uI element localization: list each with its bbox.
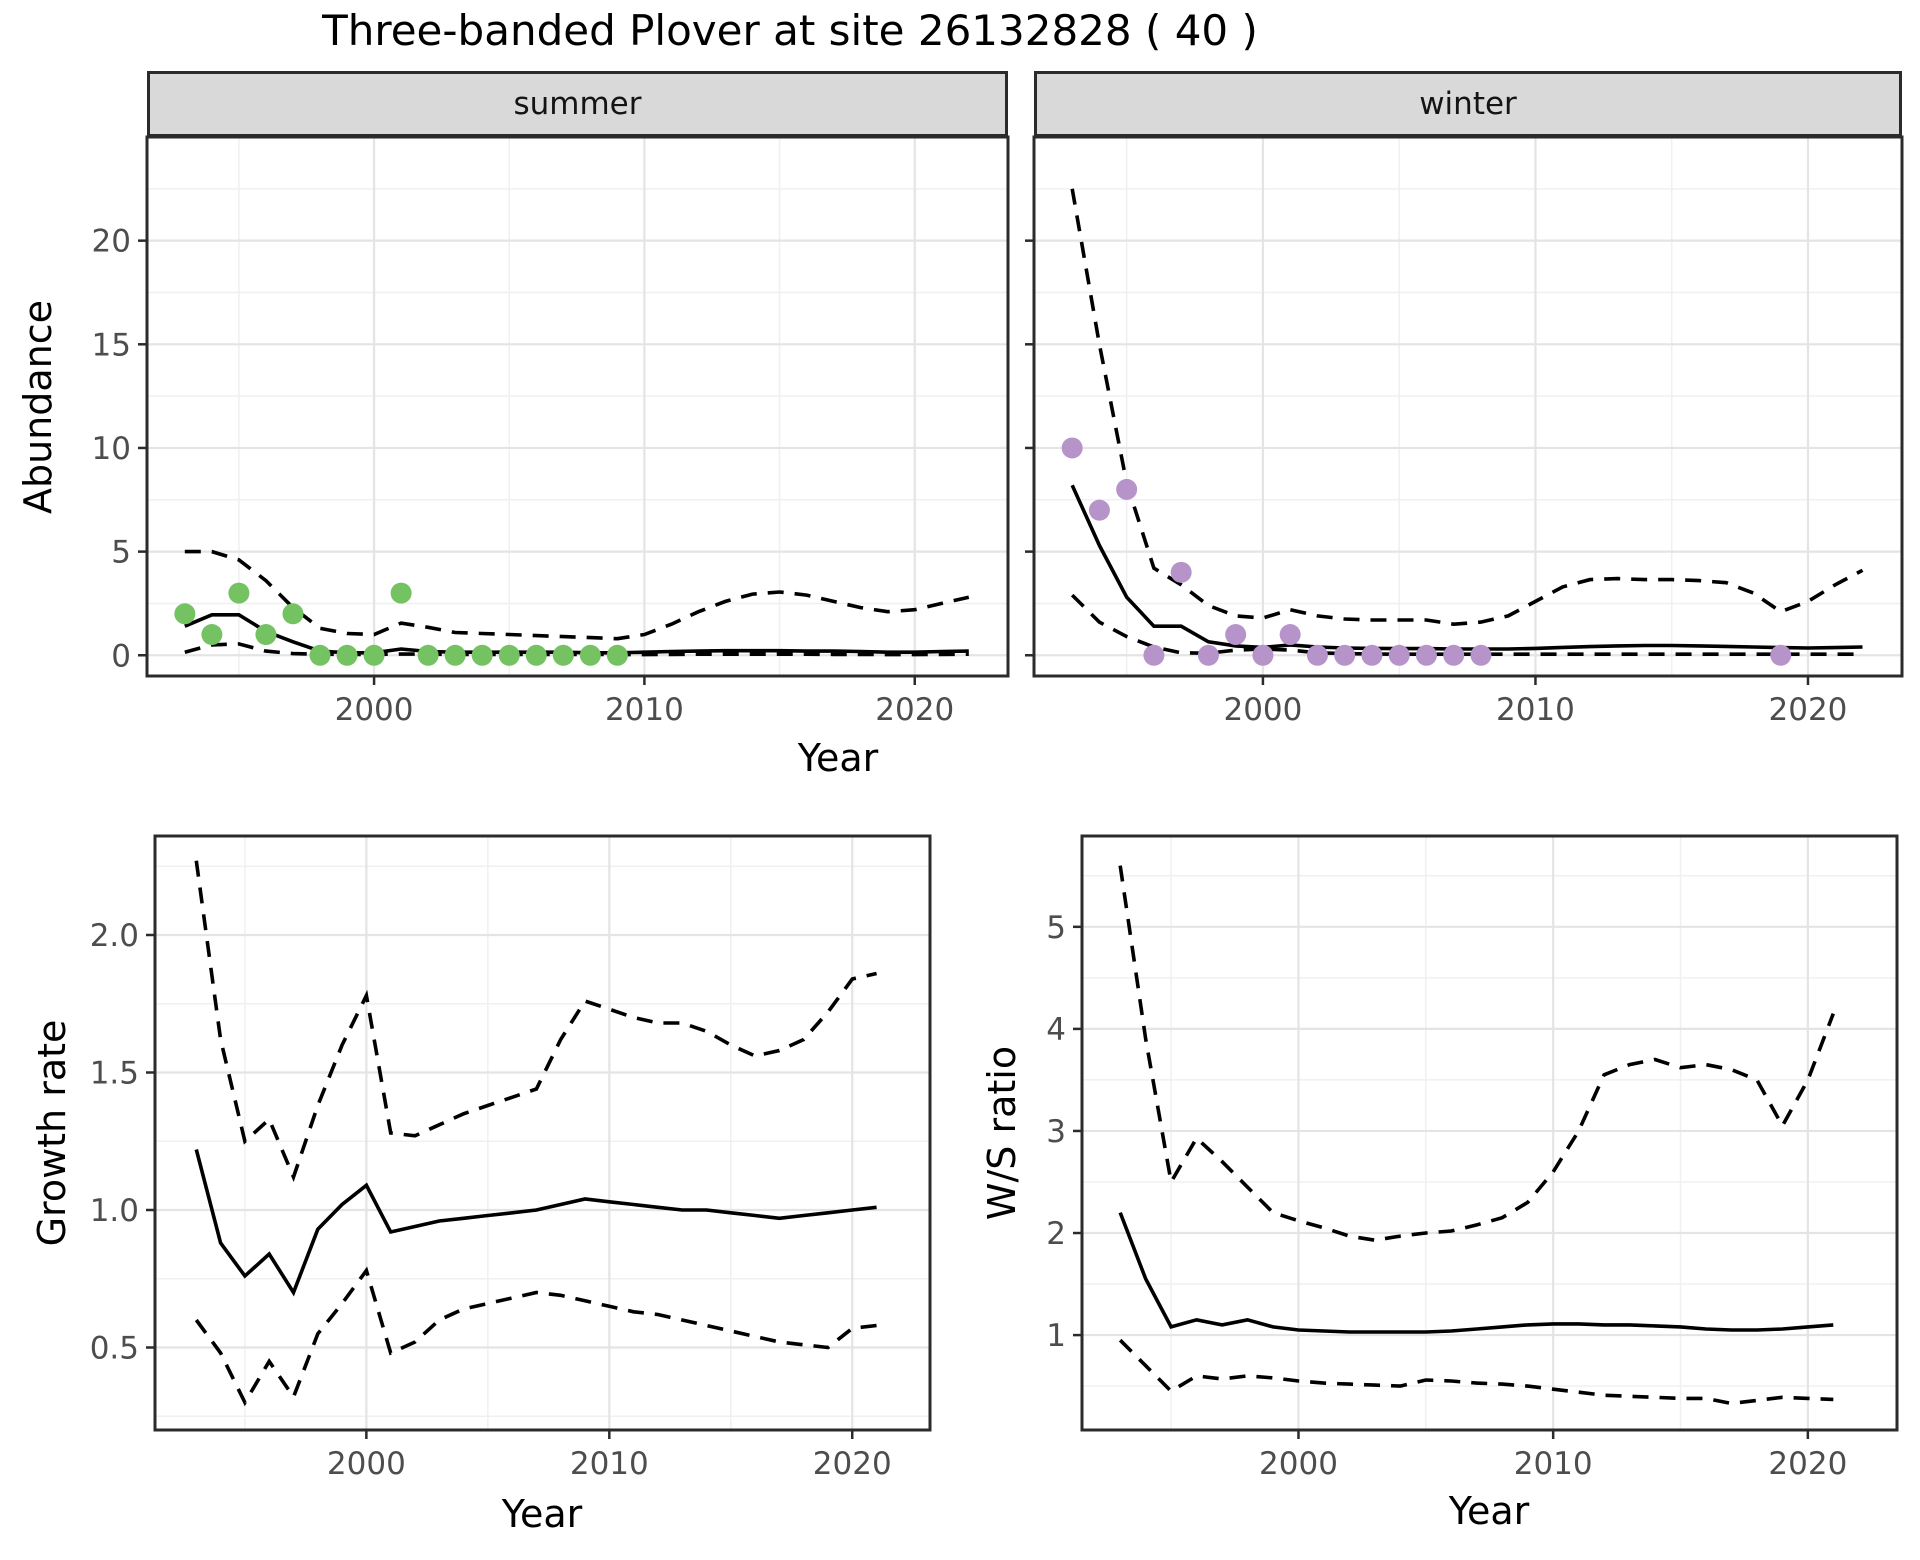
panel-background <box>1082 836 1897 1430</box>
lower_ci-line <box>194 1266 877 1407</box>
data-point <box>1197 644 1219 666</box>
y-tick-label: 0.5 <box>90 1331 139 1367</box>
x-tick-label: 2000 <box>1259 1446 1338 1482</box>
data-point <box>390 582 412 604</box>
fit-line <box>194 1149 877 1297</box>
data-point <box>336 644 358 666</box>
data-point <box>174 603 196 625</box>
data-point <box>1334 644 1356 666</box>
y-tick-label: 2.0 <box>90 918 139 954</box>
data-point <box>1225 624 1247 646</box>
panel-border <box>1080 834 1899 1432</box>
lower_ci-line <box>184 642 969 657</box>
x-tick-label: 2000 <box>1223 692 1302 728</box>
x-tick-label: 2020 <box>1768 1446 1847 1482</box>
data-point <box>1470 644 1492 666</box>
x-tick-label: 2020 <box>1769 692 1848 728</box>
x-tick-label: 2010 <box>570 1446 649 1482</box>
facet-strip-winter-label: winter <box>1419 86 1517 122</box>
y-tick-label: 15 <box>92 327 131 363</box>
bottom-left-year-axis-title: Year <box>501 1492 583 1536</box>
data-point <box>1143 644 1165 666</box>
panel-border <box>153 834 932 1432</box>
upper_ci-line <box>194 860 877 1183</box>
ws-ratio-axis-title: W/S ratio <box>980 1045 1024 1221</box>
data-point <box>498 644 520 666</box>
data-point <box>1088 499 1110 521</box>
y-tick-label: 2 <box>1046 1216 1066 1252</box>
data-point <box>1443 644 1465 666</box>
data-point <box>1061 437 1083 459</box>
data-point <box>363 644 385 666</box>
data-point <box>1388 644 1410 666</box>
data-point <box>1116 478 1138 500</box>
data-point <box>201 624 223 646</box>
panel-border <box>145 135 1010 678</box>
y-tick-label: 5 <box>1046 910 1066 946</box>
y-tick-label: 1.0 <box>90 1193 139 1229</box>
x-tick-label: 2020 <box>875 692 954 728</box>
facet-strip-summer-label: summer <box>513 86 642 122</box>
data-point <box>1415 644 1437 666</box>
data-point <box>552 644 574 666</box>
y-tick-label: 10 <box>92 431 131 467</box>
x-tick-label: 2010 <box>1496 692 1575 728</box>
y-tick-label: 4 <box>1046 1012 1066 1048</box>
panel-border <box>1032 135 1904 678</box>
data-point <box>606 644 628 666</box>
data-point <box>1170 561 1192 583</box>
x-tick-label: 2010 <box>605 692 684 728</box>
data-point <box>255 624 277 646</box>
data-point <box>1770 644 1792 666</box>
x-tick-label: 2010 <box>1514 1446 1593 1482</box>
bottom-right-year-axis-title: Year <box>1448 1489 1530 1533</box>
top-year-axis-title: Year <box>797 736 879 780</box>
y-tick-label: 20 <box>92 224 131 260</box>
data-point <box>1252 644 1274 666</box>
data-point <box>1306 644 1328 666</box>
panel-background <box>147 137 1008 676</box>
panel-background <box>1034 137 1902 676</box>
data-point <box>471 644 493 666</box>
data-point <box>579 644 601 666</box>
x-tick-label: 2000 <box>327 1446 406 1482</box>
data-point <box>282 603 304 625</box>
data-point <box>525 644 547 666</box>
x-tick-label: 2000 <box>335 692 414 728</box>
fit-line <box>1070 484 1863 651</box>
data-point <box>417 644 439 666</box>
chart-title: Three-banded Plover at site 26132828 ( 4… <box>322 6 1258 55</box>
panel-background <box>155 836 930 1430</box>
facet-strip-winter: winter <box>1034 71 1902 137</box>
facet-strip-summer: summer <box>147 71 1008 137</box>
y-tick-label: 1 <box>1046 1318 1066 1354</box>
growth-rate-axis-title: Growth rate <box>30 1019 74 1247</box>
y-tick-label: 1.5 <box>90 1056 139 1092</box>
data-point <box>228 582 250 604</box>
data-point <box>1361 644 1383 666</box>
lower_ci-line <box>1118 1338 1834 1406</box>
y-tick-label: 0 <box>111 638 131 674</box>
data-point <box>1279 624 1301 646</box>
fit-line <box>1118 1211 1834 1334</box>
data-point <box>444 644 466 666</box>
y-tick-label: 5 <box>111 535 131 571</box>
abundance-axis-title: Abundance <box>16 299 60 515</box>
data-point <box>309 644 331 666</box>
upper_ci-line <box>1118 865 1835 1243</box>
y-tick-label: 3 <box>1046 1114 1066 1150</box>
x-tick-label: 2020 <box>813 1446 892 1482</box>
